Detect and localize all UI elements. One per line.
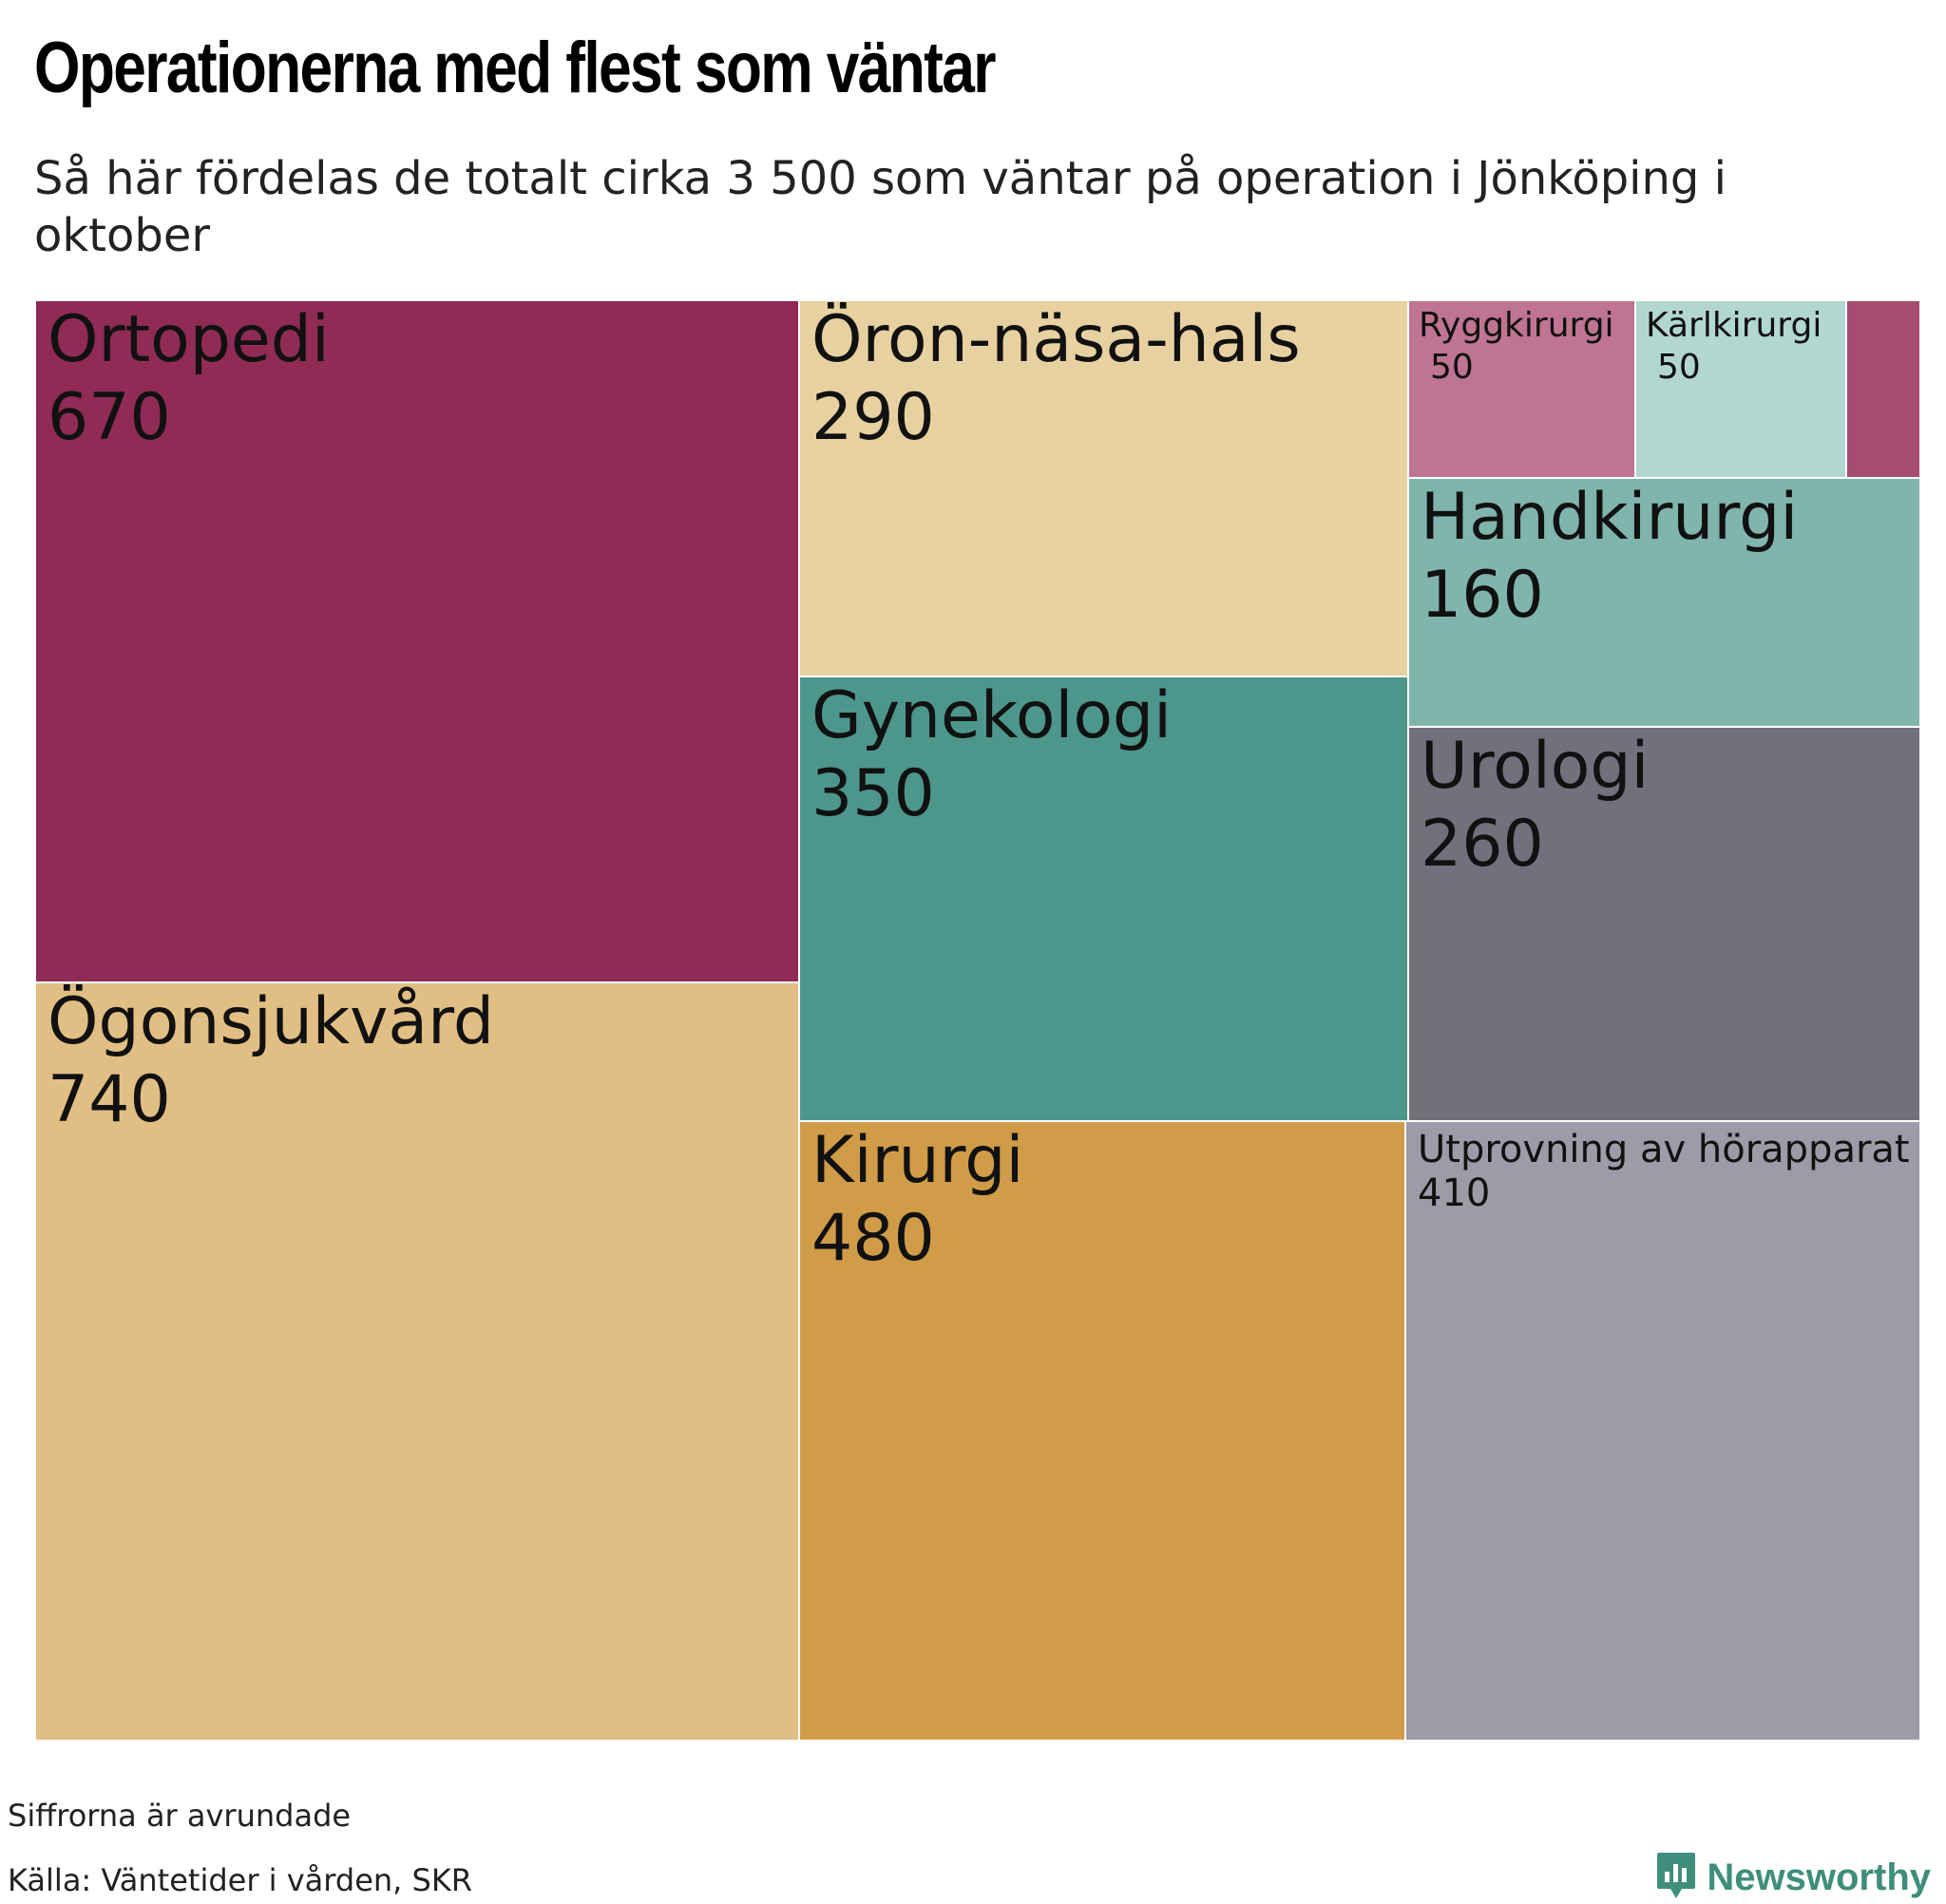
cell-label: Handkirurgi <box>1421 480 1799 555</box>
source-note: Källa: Väntetider i vården, SKR <box>8 1862 473 1898</box>
cell-value: 670 <box>48 380 171 455</box>
cell-value: 480 <box>811 1201 935 1276</box>
cell-label: Kärlkirurgi <box>1646 306 1822 345</box>
chart-subtitle: Så här fördelas de totalt cirka 3 500 so… <box>34 152 1727 262</box>
cell-unlabeled <box>1845 299 1921 479</box>
rounding-note: Siffrorna är avrundade <box>8 1798 352 1834</box>
cell-ryggkirurgi: Ryggkirurgi 50 <box>1407 299 1636 479</box>
cell-handkirurgi: Handkirurgi 160 <box>1407 477 1921 728</box>
cell-label: Ögonsjukvård <box>48 984 495 1059</box>
cell-label: Ortopedi <box>48 302 330 377</box>
cell-gynekologi: Gynekologi 350 <box>798 676 1409 1122</box>
cell-value: 50 <box>1657 348 1701 387</box>
cell-value: 290 <box>811 380 935 455</box>
chart-title: Operationerna med flest som väntar <box>34 28 997 108</box>
cell-ogonsjukvard: Ögonsjukvård 740 <box>34 981 800 1742</box>
cell-value: 350 <box>811 756 935 831</box>
cell-value: 740 <box>48 1062 171 1137</box>
cell-value: 50 <box>1430 348 1474 387</box>
cell-oron-nasa-hals: Öron-näsa-hals 290 <box>798 299 1409 677</box>
brand: Newsworthy <box>1655 1851 1931 1904</box>
cell-karlkirurgi: Kärlkirurgi 50 <box>1634 299 1847 479</box>
cell-ortopedi: Ortopedi 670 <box>34 299 800 983</box>
cell-label: Kirurgi <box>811 1123 1024 1198</box>
cell-value: 260 <box>1421 807 1544 882</box>
cell-label: Ryggkirurgi <box>1419 306 1614 345</box>
cell-label: Gynekologi <box>811 678 1172 753</box>
cell-utprovning-av-horapparat: Utprovning av hörapparat 410 <box>1404 1120 1921 1742</box>
cell-label: Utprovning av hörapparat <box>1418 1128 1910 1171</box>
cell-urologi: Urologi 260 <box>1407 726 1921 1122</box>
cell-label: Öron-näsa-hals <box>811 302 1301 377</box>
brand-name: Newsworthy <box>1707 1856 1931 1898</box>
newsworthy-logo-icon <box>1655 1851 1697 1904</box>
cell-kirurgi: Kirurgi 480 <box>798 1120 1406 1742</box>
cell-value: 160 <box>1421 558 1544 633</box>
treemap: Ortopedi 670 Ögonsjukvård 740 Öron-näsa-ha… <box>34 299 1921 1742</box>
cell-label: Urologi <box>1421 729 1650 804</box>
cell-value: 410 <box>1418 1171 1491 1215</box>
